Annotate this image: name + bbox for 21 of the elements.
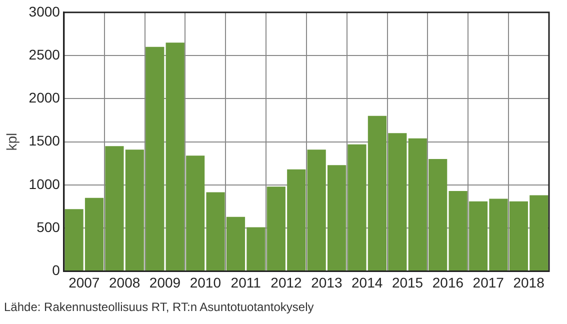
y-tick-label: 1500 [28,132,60,149]
x-tick-label: 2011 [230,274,262,290]
y-tick-label: 500 [36,218,60,235]
y-axis-title: kpl [3,132,20,151]
y-tick-label: 3000 [28,3,60,20]
y-tick-label: 1000 [28,176,60,192]
x-tick-label: 2013 [311,274,342,290]
x-tick-label: 2009 [149,274,181,290]
x-tick-label: 2008 [109,274,140,290]
y-tick-label: 2000 [28,90,60,106]
x-tick-label: 2010 [190,274,222,290]
text: Lähde: Rakennusteollisuus RT, RT:n Asuntotuotantokysely [4,300,314,314]
y-tick-label: 2500 [28,46,60,62]
x-tick-label: 2012 [270,274,302,290]
x-tick-label: 2017 [472,274,504,290]
x-tick-label: 2014 [352,274,383,290]
x-tick-label: 2018 [513,274,545,290]
x-tick-label: 2016 [432,274,464,290]
y-tick-label: 0 [52,262,60,278]
x-tick-label: 2007 [68,274,100,290]
x-tick-label: 2015 [392,274,424,290]
